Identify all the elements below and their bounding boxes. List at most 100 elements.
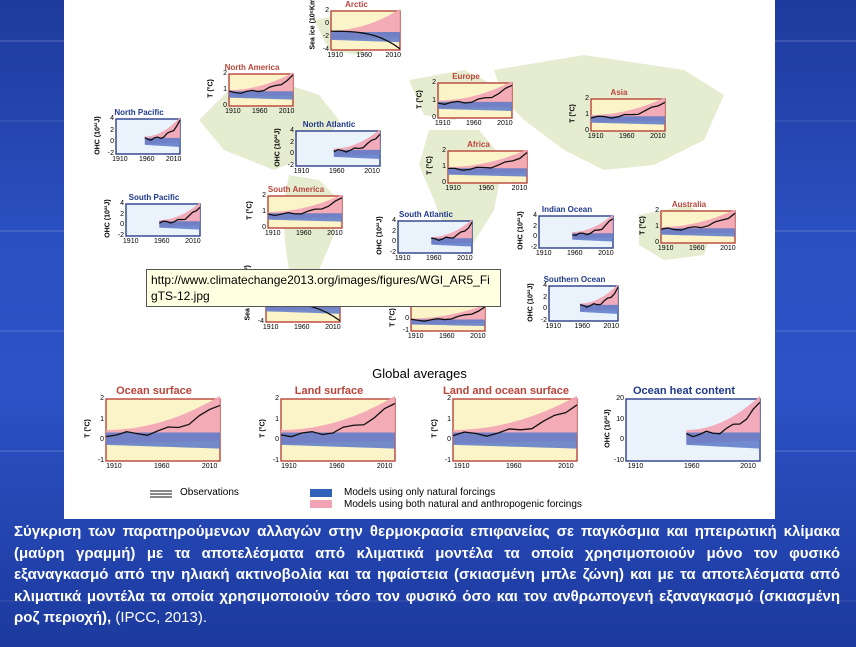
x-tick-label: 2010 — [325, 324, 341, 331]
panel-plot — [267, 194, 343, 229]
blue-band — [453, 432, 577, 449]
x-tick-label: 1960 — [329, 463, 345, 470]
panel-plot — [437, 81, 513, 119]
y-tick-label: 2 — [290, 138, 294, 146]
regional-south-america: South America 2 1 0 1910 1960 2010 T (°C) — [246, 185, 346, 240]
global-averages-title: Global averages — [372, 366, 467, 381]
x-tick-label: 1910 — [327, 52, 344, 59]
x-tick-label: 1960 — [154, 463, 170, 470]
y-tick-label: 2 — [120, 210, 124, 218]
panel-title: South America — [267, 185, 325, 194]
y-tick-label: -2 — [107, 150, 114, 157]
x-tick-label: 1910 — [293, 168, 310, 175]
blue-band — [411, 319, 485, 326]
x-tick-label: 1910 — [445, 185, 461, 192]
y-axis-label: T (°C) — [84, 419, 92, 438]
y-tick-label: 0 — [262, 224, 266, 231]
y-tick-label: 0 — [543, 305, 547, 313]
y-tick-label: 0 — [405, 314, 409, 322]
observation-line — [572, 218, 614, 236]
panel-plot — [660, 209, 736, 244]
panel-plot — [280, 395, 396, 462]
y-tick-label: 0 — [290, 150, 294, 158]
observation-line — [333, 133, 381, 153]
x-tick-label: 1960 — [154, 238, 170, 245]
x-tick-label: 2010 — [720, 245, 736, 252]
y-axis-label: OHC (10²²J) — [604, 409, 612, 448]
x-tick-label: 1910 — [407, 333, 424, 340]
x-tick-label: 1910 — [535, 250, 552, 257]
panel-title: South Atlantic — [399, 210, 453, 219]
y-tick-label: 0 — [275, 436, 279, 444]
x-tick-label: 1960 — [466, 120, 482, 127]
pink-band — [159, 202, 200, 228]
y-tick-label: 2 — [447, 395, 451, 402]
y-tick-label: -2 — [322, 33, 329, 40]
x-tick-label: 1960 — [506, 463, 522, 470]
pink-band — [431, 219, 472, 245]
pink-band — [580, 284, 618, 312]
observation-line — [590, 101, 666, 119]
regional-arctic: Arctic 2 0 -2 -4 1910 1960 2010 Sea ice (10⁶Km²) — [309, 0, 404, 62]
y-tick-label: 0 — [110, 138, 114, 146]
pink-band — [591, 97, 665, 123]
y-tick-label: 1 — [447, 415, 451, 423]
observation-line — [447, 152, 528, 171]
x-tick-label: 1960 — [684, 463, 700, 470]
y-tick-label: -2 — [540, 317, 547, 324]
x-tick-label: 1960 — [478, 185, 495, 192]
observation-line — [431, 221, 473, 242]
panel-title: Ocean surface — [116, 385, 192, 397]
y-tick-label: 0 — [447, 436, 451, 444]
x-tick-label: 1960 — [567, 250, 583, 257]
regional-europe: Europe 2 1 0 1910 1960 2010 T (°C) — [416, 72, 516, 130]
pink-band — [453, 395, 577, 444]
regional-australia: Australia 2 1 0 1910 1960 2010 T (°C) — [639, 200, 739, 255]
legend-natural: Models using only natural forcings — [344, 487, 496, 498]
regional-southern-ocean: Southern Ocean 4 2 0 -2 1910 1960 2010 OHC (10²²… — [527, 275, 622, 333]
y-tick-label: 2 — [533, 222, 537, 230]
observation-line — [330, 30, 401, 50]
observation-line — [280, 402, 396, 438]
x-tick-label: 2010 — [165, 156, 182, 163]
y-tick-label: 1 — [275, 415, 279, 423]
y-tick-label: 1 — [432, 96, 436, 104]
panel-title: Land and ocean surface — [443, 385, 569, 397]
y-tick-label: 4 — [392, 217, 396, 224]
y-tick-label: -1 — [444, 457, 451, 464]
x-tick-label: 2010 — [740, 463, 756, 470]
y-tick-label: -10 — [613, 457, 624, 464]
y-tick-label: 0 — [120, 221, 124, 229]
blue-band — [448, 168, 527, 177]
panel-plot — [452, 395, 578, 462]
x-tick-label: 1910 — [394, 255, 411, 262]
observation-line — [452, 404, 578, 437]
x-tick-label: 2010 — [511, 185, 528, 192]
x-tick-label: 1910 — [627, 463, 644, 470]
y-tick-label: 2 — [543, 293, 547, 301]
panel-plot — [447, 149, 528, 184]
blue-band — [431, 238, 472, 247]
y-tick-label: 2 — [392, 227, 396, 235]
x-tick-label: 1910 — [281, 463, 297, 470]
panel-title: Ocean heat content — [632, 385, 736, 397]
pink-band — [229, 72, 293, 98]
x-tick-label: 1960 — [329, 168, 345, 175]
x-tick-label: 2010 — [364, 168, 380, 175]
observation-line — [579, 286, 619, 308]
regional-asia: Asia 2 1 0 1910 1960 2010 T (°C) — [569, 88, 669, 143]
x-tick-label: 1960 — [356, 52, 373, 59]
observation-line — [660, 212, 736, 231]
legend-natural-anthro: Models using both natural and anthropoge… — [344, 499, 582, 510]
x-tick-label: 1960 — [689, 245, 705, 252]
panel-plot — [228, 72, 294, 107]
y-tick-label: 1 — [585, 111, 589, 118]
x-tick-label: 1910 — [106, 463, 122, 470]
x-tick-label: 1960 — [439, 333, 455, 340]
y-axis-label: T (°C) — [569, 104, 577, 123]
y-tick-label: 2 — [110, 126, 114, 134]
blue-band — [686, 432, 760, 449]
blue-band — [591, 116, 665, 125]
panel-title: South Pacific — [128, 193, 180, 202]
